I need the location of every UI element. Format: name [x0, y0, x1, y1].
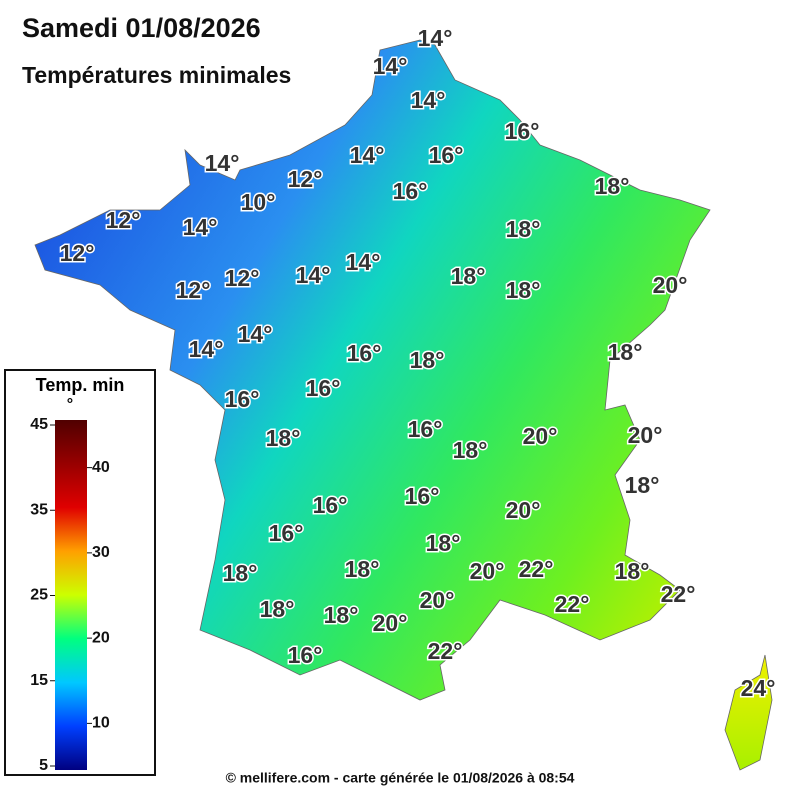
temperature-label: 24° — [741, 675, 776, 701]
temperature-label: 16° — [408, 416, 443, 442]
temperature-label: 22° — [519, 556, 554, 582]
temperature-label: 18° — [324, 602, 359, 628]
legend-unit: ° — [67, 396, 73, 413]
corsica-shape — [724, 654, 773, 771]
temperature-label: 18° — [260, 596, 295, 622]
temperature-label: 20° — [420, 587, 455, 613]
legend-tick-label: 35 — [30, 501, 48, 518]
temperature-label: 18° — [506, 277, 541, 303]
temperature-label: 18° — [625, 472, 660, 498]
temperature-label: 14° — [373, 53, 408, 79]
temperature-label: 18° — [223, 560, 258, 586]
temperature-label: 12° — [225, 265, 260, 291]
temperature-label: 16° — [313, 492, 348, 518]
legend-tick-label: 10 — [92, 715, 110, 732]
temperature-label: 20° — [653, 272, 688, 298]
temperature-label: 22° — [555, 591, 590, 617]
temperature-label: 18° — [410, 347, 445, 373]
temperature-label: 22° — [428, 638, 463, 664]
legend-tick-label: 40 — [92, 459, 110, 476]
legend-tick-label: 5 — [39, 757, 48, 774]
temperature-label: 22° — [661, 581, 696, 607]
title: Samedi 01/08/2026 — [22, 13, 261, 43]
temperature-label: 14° — [346, 249, 381, 275]
footer: © mellifere.com - carte générée le 01/08… — [226, 770, 575, 786]
subtitle: Températures minimales — [22, 62, 291, 88]
temperature-label: 16° — [347, 340, 382, 366]
temperature-label: 18° — [266, 425, 301, 451]
temperature-label: 16° — [306, 375, 341, 401]
temperature-label: 18° — [615, 558, 650, 584]
france-shape — [34, 39, 711, 701]
legend-tick-label: 25 — [30, 587, 48, 604]
temperature-label: 16° — [269, 520, 304, 546]
temperature-label: 12° — [106, 207, 141, 233]
temperature-label: 14° — [418, 25, 453, 51]
temperature-label: 20° — [506, 497, 541, 523]
temperature-label: 12° — [288, 166, 323, 192]
temperature-label: 16° — [393, 178, 428, 204]
temperature-label: 18° — [608, 339, 643, 365]
temperature-label: 20° — [373, 610, 408, 636]
temperature-label: 18° — [451, 263, 486, 289]
temperature-label: 20° — [628, 422, 663, 448]
colorbar — [55, 420, 87, 770]
temperature-label: 14° — [411, 87, 446, 113]
legend-tick-label: 30 — [92, 544, 110, 561]
temperature-label: 16° — [505, 118, 540, 144]
temperature-label: 18° — [595, 173, 630, 199]
temperature-label: 12° — [176, 277, 211, 303]
temperature-label: 16° — [405, 483, 440, 509]
temperature-label: 18° — [426, 530, 461, 556]
temperature-label: 14° — [350, 142, 385, 168]
temperature-label: 20° — [523, 423, 558, 449]
temperature-label: 14° — [189, 336, 224, 362]
temperature-label: 16° — [288, 642, 323, 668]
temperature-label: 16° — [225, 386, 260, 412]
temperature-label: 14° — [238, 321, 273, 347]
temperature-label: 18° — [453, 437, 488, 463]
legend-tick-label: 45 — [30, 416, 48, 433]
legend-tick-label: 20 — [92, 629, 110, 646]
temperature-label: 14° — [205, 150, 240, 176]
legend-tick-label: 15 — [30, 672, 48, 689]
temperature-label: 10° — [241, 189, 276, 215]
temperature-label: 18° — [506, 216, 541, 242]
temperature-label: 18° — [345, 556, 380, 582]
temperature-label: 14° — [183, 214, 218, 240]
legend-title: Temp. min — [36, 375, 125, 395]
temperature-label: 20° — [470, 558, 505, 584]
temperature-label: 14° — [296, 262, 331, 288]
temperature-label: 16° — [429, 142, 464, 168]
temperature-label: 12° — [60, 240, 95, 266]
